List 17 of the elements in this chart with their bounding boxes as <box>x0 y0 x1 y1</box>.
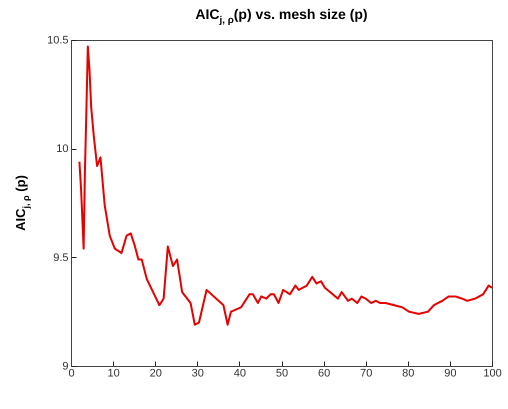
y-tick-label: 10 <box>56 143 68 156</box>
x-tick-label: 60 <box>318 368 330 380</box>
x-tick-label: 70 <box>360 368 372 380</box>
line-series <box>78 46 493 326</box>
x-tick-label: 50 <box>276 368 288 380</box>
chart-title: AIC$_{j, ρ}$(p) vs. mesh size (p) <box>194 6 369 26</box>
x-tick-label: 20 <box>150 368 162 380</box>
x-tick-label: 10 <box>107 368 120 380</box>
y-tick-label: 10.5 <box>47 34 68 46</box>
x-tick-label: 100 <box>483 368 502 380</box>
x-tick-label: 30 <box>192 368 204 380</box>
x-tick-label: 90 <box>444 368 457 380</box>
x-tick-label: 0 <box>68 368 75 380</box>
y-tick-label: 9.5 <box>53 252 68 264</box>
x-tick-label: 40 <box>234 368 246 380</box>
y-tick-label: 9 <box>62 360 68 372</box>
x-tick-label: 80 <box>402 368 414 380</box>
